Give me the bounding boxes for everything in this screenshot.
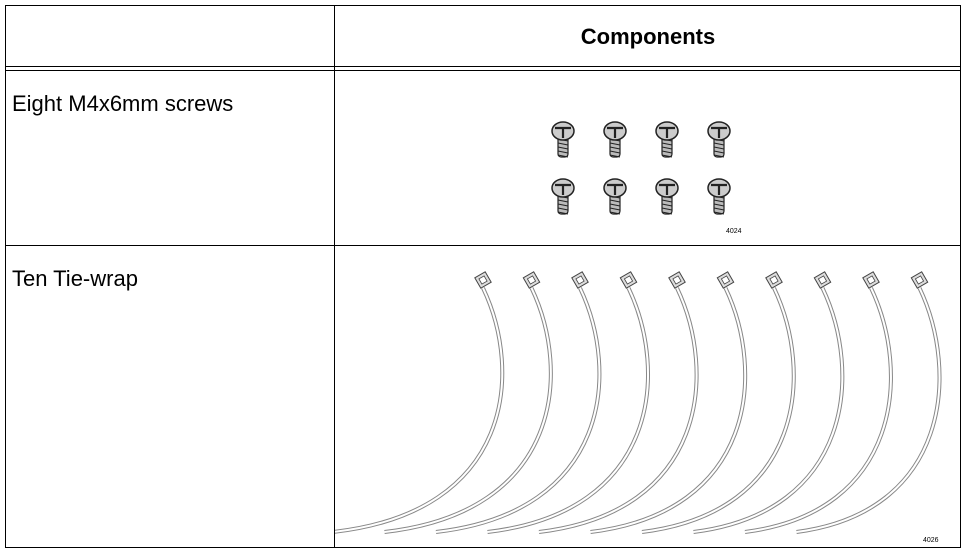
tie-strap [641, 287, 795, 533]
tie-strap [590, 287, 747, 533]
screw-thread [713, 199, 725, 203]
tie-strap-outline [693, 287, 845, 534]
screw-slot [555, 183, 571, 195]
tie-strap-outline [744, 287, 893, 534]
screw-thread [609, 207, 621, 211]
screw-icon [655, 178, 679, 215]
screw-thread [557, 203, 569, 207]
screw-thread [609, 199, 621, 203]
row-label: Eight M4x6mm screws [12, 91, 234, 116]
row-label: Ten Tie-wrap [12, 266, 138, 291]
screw-slot [659, 126, 675, 138]
screw-slot [607, 183, 623, 195]
screw-slot [711, 183, 727, 195]
screw-icon [603, 178, 627, 215]
screw-thread [661, 150, 673, 154]
screw-slot [607, 126, 623, 138]
column-divider [334, 6, 335, 547]
tie-strap [693, 287, 844, 533]
screw-thread [557, 211, 569, 215]
tie-strap-outline [335, 287, 505, 534]
screw-thread [557, 150, 569, 154]
screw-thread [609, 154, 621, 158]
row-rule [6, 245, 960, 246]
tie-strap [744, 287, 892, 533]
screw-thread [609, 211, 621, 215]
screw-thread [557, 154, 569, 158]
figure-id: 4026 [923, 537, 939, 544]
screw-thread [609, 150, 621, 154]
tie-head-slot [769, 275, 779, 285]
tie-head-slot [575, 275, 585, 285]
screw-thread [713, 203, 725, 207]
figure-id: 4024 [726, 228, 742, 235]
screw-thread [713, 207, 725, 211]
screw-thread [713, 211, 725, 215]
screw-thread [557, 142, 569, 146]
tie-head-slot [720, 275, 731, 285]
tie-head-slot [623, 275, 634, 285]
screw-icon [707, 178, 731, 215]
screw-icon [551, 121, 575, 158]
screw-thread [661, 203, 673, 207]
header-rule [6, 66, 960, 67]
screw-slot [555, 126, 571, 138]
tie-strap [796, 287, 941, 533]
tie-strap [538, 287, 698, 533]
header-rule [6, 70, 960, 71]
components-table: Components Eight M4x6mm screws Ten Tie-w… [5, 5, 961, 548]
screw-thread [713, 154, 725, 158]
screw-thread [661, 211, 673, 215]
screw-icon [603, 121, 627, 158]
screw-thread [713, 142, 725, 146]
screw-thread [661, 146, 673, 150]
screw-thread [661, 207, 673, 211]
tie-strap-outline [590, 287, 748, 534]
tie-head-slot [526, 275, 537, 285]
screw-thread [713, 150, 725, 154]
screw-slot [711, 126, 727, 138]
screw-thread [713, 146, 725, 150]
screw-thread [661, 154, 673, 158]
tie-head-slot [914, 275, 925, 285]
tie-strap [435, 287, 601, 533]
tie-head-slot [817, 275, 828, 285]
tie-strap [335, 287, 504, 533]
screw-thread [557, 146, 569, 150]
tie-wrap-figure: 4026 [335, 271, 942, 544]
tie-strap-outline [796, 287, 942, 534]
screw-icon [551, 178, 575, 215]
screw-thread [557, 207, 569, 211]
tie-strap-outline [384, 287, 553, 534]
screw-thread [557, 199, 569, 203]
tie-strap-outline [641, 287, 796, 534]
tie-head-slot [478, 275, 488, 285]
tie-head-slot [866, 275, 876, 285]
tie-strap-outline [487, 287, 650, 534]
screw-thread [609, 146, 621, 150]
tie-strap-outline [538, 287, 699, 534]
screw-icon [707, 121, 731, 158]
screw-thread [609, 203, 621, 207]
tie-strap [487, 287, 649, 533]
screw-thread [609, 142, 621, 146]
tie-head-slot [672, 275, 682, 285]
column-header: Components [580, 23, 716, 49]
screws-figure: 4024 [551, 121, 742, 235]
tie-strap [384, 287, 552, 533]
screw-thread [661, 142, 673, 146]
screw-icon [655, 121, 679, 158]
screw-thread [661, 199, 673, 203]
tie-strap-outline [435, 287, 602, 534]
screw-slot [659, 183, 675, 195]
